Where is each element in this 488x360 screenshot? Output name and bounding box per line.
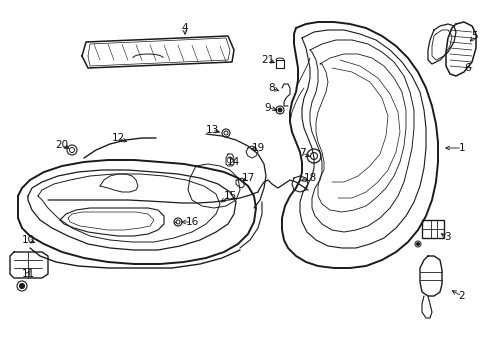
Text: 21: 21 [261, 55, 274, 65]
Text: 20: 20 [55, 140, 68, 150]
Text: 4: 4 [182, 23, 188, 33]
Text: 9: 9 [264, 103, 271, 113]
Text: 1: 1 [458, 143, 465, 153]
Text: 15: 15 [223, 191, 236, 201]
Circle shape [416, 243, 419, 246]
Text: 11: 11 [21, 269, 35, 279]
Text: 6: 6 [464, 63, 470, 73]
Circle shape [278, 108, 282, 112]
Text: 17: 17 [241, 173, 254, 183]
Text: 5: 5 [471, 31, 477, 41]
Text: 19: 19 [251, 143, 264, 153]
Circle shape [20, 284, 24, 288]
Text: 2: 2 [458, 291, 465, 301]
Text: 10: 10 [21, 235, 35, 245]
Text: 8: 8 [268, 83, 275, 93]
Bar [421, 220, 443, 238]
Text: 12: 12 [111, 133, 124, 143]
Text: 13: 13 [205, 125, 218, 135]
Text: 3: 3 [443, 232, 449, 242]
Text: 14: 14 [226, 157, 239, 167]
Text: 18: 18 [303, 173, 316, 183]
Text: 16: 16 [185, 217, 198, 227]
Text: 7: 7 [298, 148, 305, 158]
